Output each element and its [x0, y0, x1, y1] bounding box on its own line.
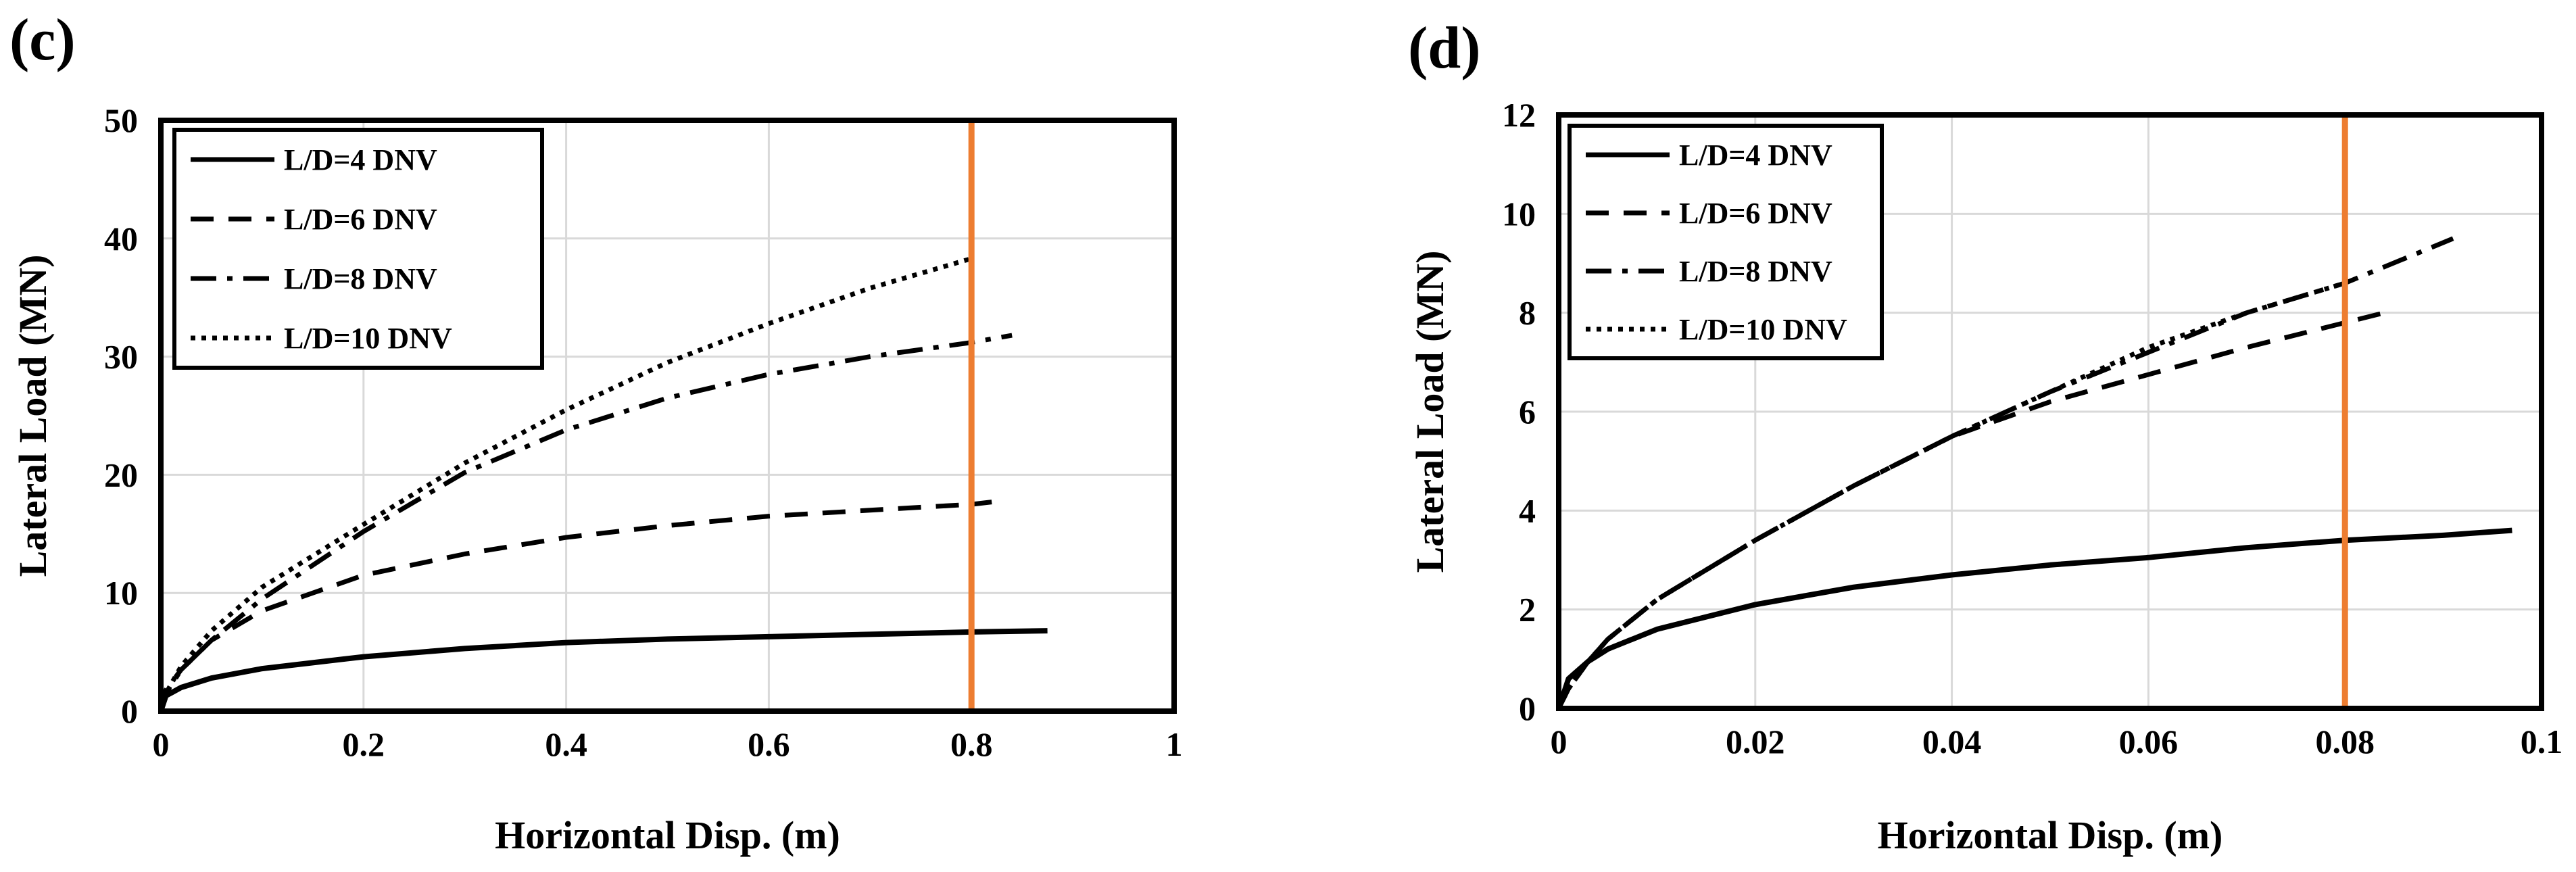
x-tick-label: 0.8 [950, 725, 993, 763]
legend-label: L/D=6 DNV [284, 203, 437, 236]
y-tick-label: 4 [1519, 491, 1536, 529]
x-tick-label: 0 [1551, 723, 1568, 760]
plot-frame [1556, 112, 2544, 711]
x-tick-label: 0.08 [2315, 723, 2375, 760]
y-axis-label: Lateral Load (MN) [1408, 251, 1452, 573]
x-tick-label: 0.06 [2119, 723, 2179, 760]
y-axis-label: Lateral Load (MN) [11, 255, 55, 577]
series-line-l-d-8-dnv [158, 333, 1013, 712]
y-tick-label: 0 [121, 692, 138, 730]
x-tick-label: 0.6 [748, 725, 790, 763]
panel-label: (d) [1408, 16, 1481, 81]
y-tick-label: 2 [1519, 591, 1536, 629]
y-tick-label: 0 [1519, 689, 1536, 727]
plot-frame [158, 118, 1177, 714]
x-tick-label: 0.02 [1726, 723, 1785, 760]
legend: L/D=4 DNV L/D=6 DNV L/D=8 DNV L/D=10 DNV [1568, 124, 1884, 360]
y-tick-label: 20 [104, 456, 138, 493]
x-axis-label: Horizontal Disp. (m) [495, 813, 840, 857]
panel-label: (c) [9, 7, 76, 73]
legend-label: L/D=10 DNV [1679, 313, 1847, 346]
y-tick-label: 30 [104, 338, 138, 376]
y-tick-label: 8 [1519, 294, 1536, 332]
legend: L/D=4 DNV L/D=6 DNV L/D=8 DNV L/D=10 DNV [172, 128, 544, 370]
x-tick-label: 0 [153, 725, 170, 763]
legend-label: L/D=8 DNV [1679, 255, 1832, 288]
x-tick-label: 0.4 [545, 725, 587, 763]
y-tick-label: 10 [1502, 195, 1536, 233]
legend-label: L/D=6 DNV [1679, 197, 1832, 230]
legend-label: L/D=8 DNV [284, 262, 437, 295]
legend-label: L/D=4 DNV [284, 143, 437, 176]
legend-label: L/D=10 DNV [284, 322, 452, 355]
y-tick-label: 40 [104, 220, 138, 258]
series-line-l-d-6-dnv [158, 500, 992, 712]
x-tick-label: 1 [1166, 725, 1183, 763]
legend-label: L/D=4 DNV [1679, 139, 1832, 172]
x-tick-label: 0.2 [343, 725, 385, 763]
series-line-l-d-4-dnv [1556, 527, 2512, 710]
y-tick-label: 10 [104, 574, 138, 612]
series-line-l-d-4-dnv [158, 628, 1048, 712]
chart-panel-d: (d) 0 0.02 0.04 0.06 0.08 0.1 0 2 4 6 8 10 12 Horizont… [1408, 16, 2562, 857]
legend-box [1568, 124, 1884, 360]
x-axis-label: Horizontal Disp. (m) [1878, 813, 2223, 857]
x-tick-label: 0.04 [1922, 723, 1982, 760]
x-tick-label: 0.1 [2521, 723, 2563, 760]
legend-box [172, 128, 544, 370]
y-tick-label: 12 [1502, 96, 1536, 134]
series-line-l-d-10-dnv [158, 256, 973, 712]
y-tick-label: 6 [1519, 393, 1536, 431]
y-tick-label: 50 [104, 101, 138, 139]
